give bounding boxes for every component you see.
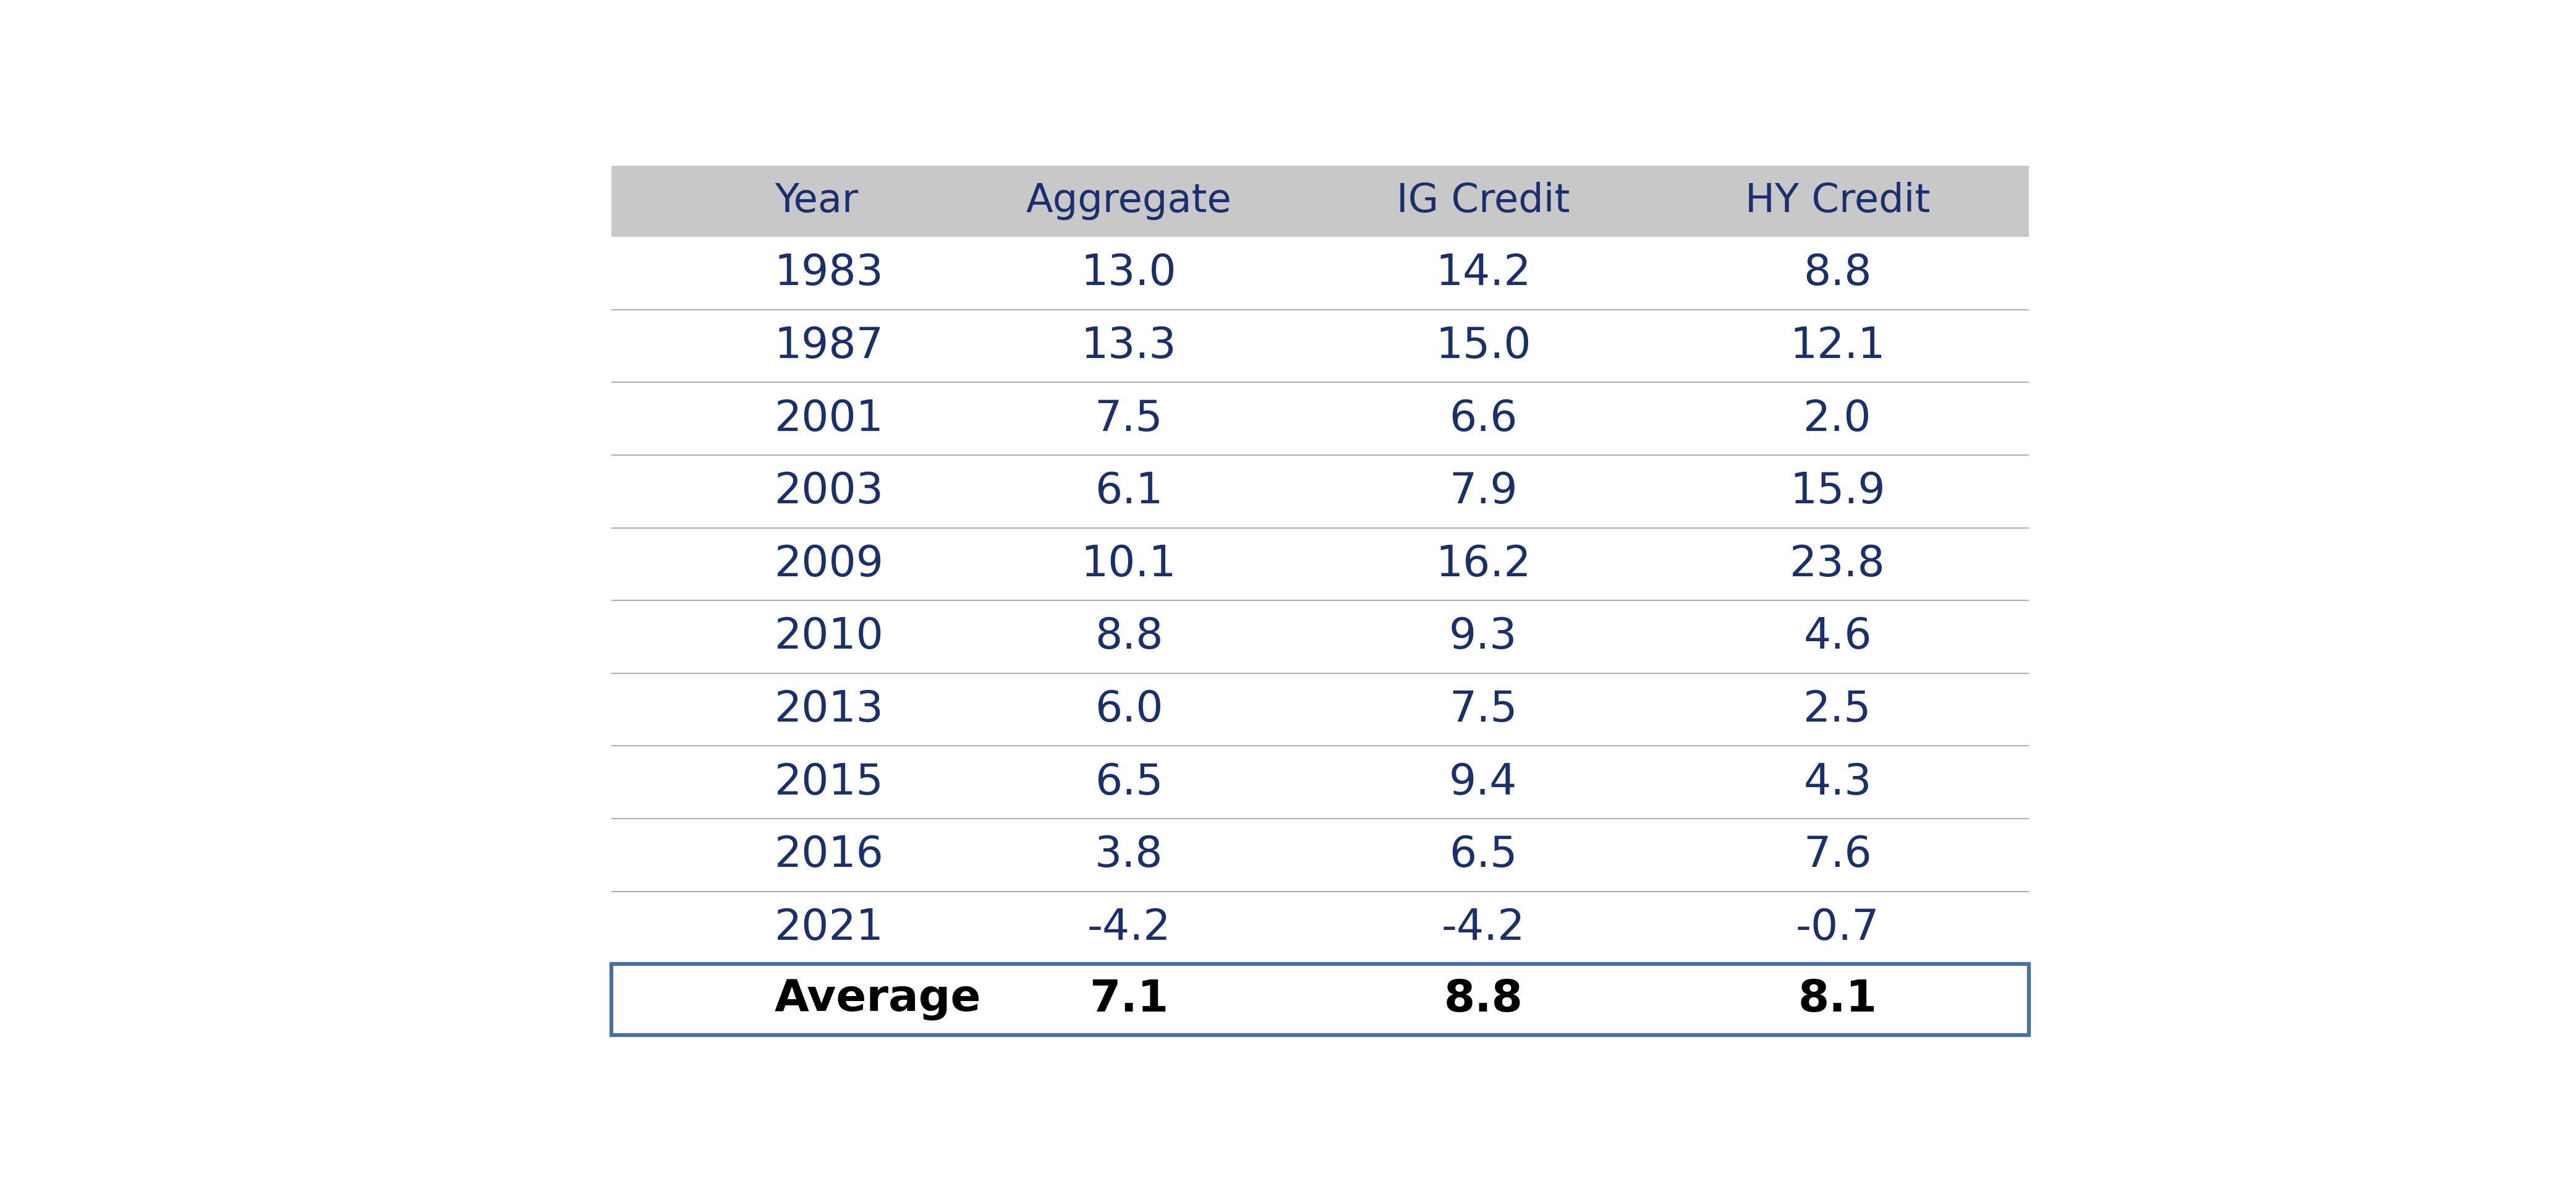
Text: 2009: 2009: [775, 543, 884, 585]
Text: 2.0: 2.0: [1803, 398, 1873, 440]
Text: 8.1: 8.1: [1798, 979, 1878, 1021]
Text: 15.9: 15.9: [1790, 471, 1886, 512]
Text: 1987: 1987: [775, 326, 884, 366]
Text: 2001: 2001: [775, 398, 884, 440]
Text: 2010: 2010: [775, 616, 884, 658]
Text: 7.5: 7.5: [1095, 398, 1162, 440]
Text: 7.1: 7.1: [1090, 979, 1170, 1021]
Text: 14.2: 14.2: [1435, 252, 1530, 294]
FancyBboxPatch shape: [611, 165, 2030, 237]
Text: -0.7: -0.7: [1795, 907, 1880, 949]
Text: 6.0: 6.0: [1095, 688, 1162, 730]
Text: 13.3: 13.3: [1082, 326, 1177, 366]
Text: 6.5: 6.5: [1095, 761, 1162, 803]
Text: 6.5: 6.5: [1450, 835, 1517, 875]
Text: 2021: 2021: [775, 907, 884, 949]
Text: 3.8: 3.8: [1095, 835, 1162, 875]
Text: 9.3: 9.3: [1450, 616, 1517, 658]
Text: 10.1: 10.1: [1082, 543, 1177, 585]
Text: 13.0: 13.0: [1082, 252, 1177, 294]
Text: 7.5: 7.5: [1450, 688, 1517, 730]
Text: 2003: 2003: [775, 471, 884, 512]
Text: IG Credit: IG Credit: [1396, 182, 1569, 220]
Text: 2016: 2016: [775, 835, 884, 875]
Text: -4.2: -4.2: [1087, 907, 1170, 949]
Text: 2013: 2013: [775, 688, 884, 730]
Text: 23.8: 23.8: [1790, 543, 1886, 585]
Text: 6.6: 6.6: [1450, 398, 1517, 440]
Text: 2015: 2015: [775, 761, 884, 803]
Text: 8.8: 8.8: [1803, 252, 1873, 294]
Text: -4.2: -4.2: [1443, 907, 1525, 949]
Text: 4.6: 4.6: [1803, 616, 1873, 658]
Text: 1983: 1983: [775, 252, 884, 294]
Text: HY Credit: HY Credit: [1744, 182, 1929, 220]
Text: 4.3: 4.3: [1803, 761, 1873, 803]
Text: 6.1: 6.1: [1095, 471, 1162, 512]
Text: Average: Average: [775, 979, 981, 1021]
Text: 9.4: 9.4: [1450, 761, 1517, 803]
Text: 16.2: 16.2: [1435, 543, 1530, 585]
Text: 15.0: 15.0: [1435, 326, 1530, 366]
Text: 12.1: 12.1: [1790, 326, 1886, 366]
Text: 2.5: 2.5: [1803, 688, 1873, 730]
Text: 8.8: 8.8: [1095, 616, 1162, 658]
Text: Aggregate: Aggregate: [1025, 182, 1231, 220]
Text: 7.6: 7.6: [1803, 835, 1873, 875]
Text: 8.8: 8.8: [1443, 979, 1522, 1021]
Text: 7.9: 7.9: [1450, 471, 1517, 512]
FancyBboxPatch shape: [611, 964, 2030, 1036]
Text: Year: Year: [775, 182, 858, 220]
